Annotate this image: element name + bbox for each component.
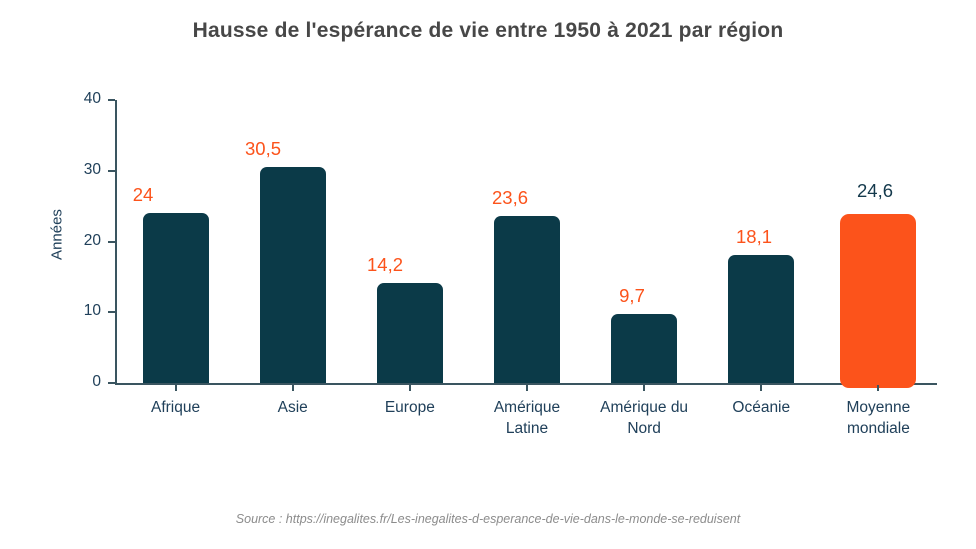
bar-group: Océanie [703,100,820,416]
category-label: Amérique Latine [493,399,561,438]
y-tick-mark [108,240,115,243]
y-axis-title: Années [48,209,66,260]
y-tick-mark [108,169,115,172]
bar [728,255,795,383]
bar-group: Amérique du Nord [586,100,703,437]
y-tick-mark [108,99,115,101]
x-tick-mark [174,385,177,391]
category-label: Océanie [732,399,791,416]
x-tick-mark [643,385,646,391]
category-label: Moyenne mondiale [846,399,911,438]
y-tick-mark [108,311,115,314]
category-label: Europe [384,399,435,416]
y-tick-label: 0 [92,373,101,390]
bar [611,314,678,383]
bar [142,213,209,383]
x-tick-mark [408,385,411,391]
chart-title: Hausse de l'espérance de vie entre 1950 … [192,19,784,42]
category-label: Amérique du Nord [600,399,689,438]
y-tick-label: 30 [83,160,101,178]
bar-group: Moyenne mondiale [820,100,937,437]
plot-area: 0 10 20 30 40 Afrique Asie Europe Amérique Latin… [84,90,937,437]
x-tick-mark [525,385,528,391]
x-tick-mark [291,385,294,391]
bar [840,214,917,388]
value-label: 23,6 [491,187,529,208]
y-tick-label: 10 [83,302,101,320]
bar [376,283,443,383]
bar [493,216,560,383]
value-label: 18,1 [735,226,773,247]
bar-group: Amérique Latine [468,100,585,437]
category-label: Afrique [151,399,201,416]
value-label: 14,2 [366,254,404,275]
value-label: 9,7 [619,285,645,306]
value-label: 30,5 [244,138,282,159]
y-tick-mark [108,382,115,384]
bar-group: Europe [351,100,468,416]
y-tick-label: 40 [83,90,101,107]
category-label: Asie [277,399,308,416]
y-tick-label: 20 [83,231,101,249]
value-label: 24 [132,184,154,205]
source-caption: Source : https://inegalites.fr/Les-inega… [235,512,741,526]
bar-group: Afrique [117,100,234,416]
x-tick-mark [760,385,763,391]
bar-group: Asie [234,100,351,416]
value-label: 24,6 [856,180,894,201]
x-tick-mark [877,385,880,391]
bar [259,167,326,383]
